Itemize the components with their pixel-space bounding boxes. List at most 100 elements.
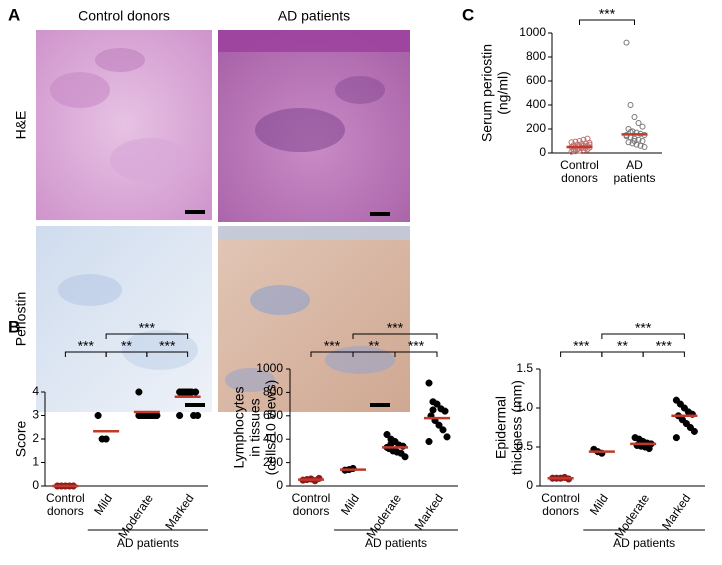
y-axis-label: (cells/10 views) bbox=[263, 380, 279, 476]
significance-bracket bbox=[394, 351, 438, 357]
data-point bbox=[572, 138, 579, 145]
row-title: H&E bbox=[13, 111, 29, 140]
panel-label: A bbox=[8, 5, 20, 24]
data-point bbox=[639, 123, 646, 130]
y-tick-label: 0 bbox=[32, 478, 39, 492]
data-point bbox=[433, 400, 441, 408]
data-point bbox=[631, 114, 638, 120]
y-tick-label: 200 bbox=[526, 121, 546, 135]
y-tick-label: 800 bbox=[263, 385, 283, 399]
data-point bbox=[94, 411, 102, 420]
significance-bracket bbox=[579, 19, 635, 25]
data-point bbox=[672, 434, 680, 442]
data-point bbox=[425, 437, 433, 446]
data-point bbox=[135, 388, 143, 396]
data-point bbox=[425, 379, 433, 387]
data-point bbox=[439, 426, 447, 434]
data-point bbox=[576, 138, 583, 144]
x-tick-label: donors bbox=[561, 171, 598, 185]
x-tick-label: Control bbox=[560, 158, 599, 172]
column-title: Control donors bbox=[78, 8, 170, 24]
data-point bbox=[580, 136, 587, 143]
y-tick-label: 1000 bbox=[256, 361, 283, 375]
histology-images bbox=[36, 30, 410, 412]
x-tick-label: donors bbox=[542, 504, 579, 518]
significance-label: ** bbox=[617, 338, 628, 354]
y-tick-label: 3 bbox=[32, 408, 39, 422]
significance-bracket bbox=[352, 333, 438, 339]
x-tick-label: donors bbox=[47, 504, 84, 518]
x-tick-label: Moderate bbox=[364, 491, 405, 541]
group-label: AD patients bbox=[117, 536, 179, 550]
y-axis-label: Score bbox=[13, 421, 29, 458]
data-point bbox=[176, 411, 184, 420]
data-point bbox=[194, 411, 202, 420]
y-tick-label: 1 bbox=[32, 455, 39, 469]
data-point bbox=[435, 421, 443, 429]
y-axis-label: thickness (mm) bbox=[509, 380, 525, 475]
y-axis-label: Serum periostin bbox=[479, 44, 495, 142]
significance-label: *** bbox=[635, 320, 652, 336]
y-tick-label: 0 bbox=[526, 478, 533, 492]
significance-label: *** bbox=[78, 338, 95, 354]
significance-bracket bbox=[601, 333, 685, 339]
significance-bracket bbox=[642, 351, 685, 357]
y-tick-label: 0 bbox=[539, 145, 546, 159]
data-point bbox=[102, 435, 110, 443]
significance-label: *** bbox=[139, 320, 156, 336]
data-point bbox=[623, 39, 630, 46]
x-tick-label: Marked bbox=[412, 492, 446, 533]
data-point bbox=[631, 135, 638, 142]
data-point bbox=[637, 142, 644, 149]
data-point bbox=[186, 388, 194, 396]
significance-bracket bbox=[146, 351, 189, 357]
data-point bbox=[627, 102, 634, 108]
y-axis-label: in tissues bbox=[247, 398, 263, 456]
significance-label: *** bbox=[599, 6, 616, 22]
panel-label: B bbox=[8, 317, 20, 336]
y-tick-label: 600 bbox=[526, 73, 546, 87]
y-tick-label: 200 bbox=[263, 455, 283, 469]
x-tick-label: Marked bbox=[659, 492, 693, 533]
y-axis-label: Lymphocytes bbox=[231, 387, 247, 469]
y-tick-label: 1.5 bbox=[516, 361, 533, 375]
x-tick-label: Mild bbox=[338, 492, 362, 518]
data-point bbox=[568, 139, 575, 146]
x-tick-label: Control bbox=[541, 491, 580, 505]
data-point bbox=[584, 135, 591, 142]
y-tick-label: 400 bbox=[263, 431, 283, 445]
group-label: AD patients bbox=[365, 536, 427, 550]
data-point bbox=[639, 138, 646, 144]
data-point bbox=[641, 144, 648, 150]
y-tick-label: 1000 bbox=[519, 25, 546, 39]
significance-label: *** bbox=[324, 338, 341, 354]
y-tick-label: 600 bbox=[263, 408, 283, 422]
panel-label: C bbox=[462, 5, 474, 24]
data-point bbox=[635, 136, 642, 143]
significance-label: ** bbox=[369, 338, 380, 354]
y-tick-label: 800 bbox=[526, 49, 546, 63]
group-label: AD patients bbox=[613, 536, 675, 550]
x-tick-label: AD bbox=[626, 158, 643, 172]
x-tick-label: Mild bbox=[91, 492, 115, 518]
x-tick-label: Moderate bbox=[612, 491, 653, 541]
data-point bbox=[441, 407, 449, 415]
y-tick-label: 2 bbox=[32, 431, 39, 445]
x-tick-label: Mild bbox=[587, 492, 611, 518]
data-point bbox=[631, 138, 638, 144]
y-axis-label: Epidermal bbox=[493, 396, 509, 459]
data-point bbox=[625, 139, 632, 146]
significance-label: *** bbox=[159, 338, 176, 354]
significance-label: *** bbox=[573, 338, 590, 354]
data-point bbox=[645, 445, 653, 453]
significance-label: *** bbox=[387, 320, 404, 336]
y-tick-label: 1.0 bbox=[516, 400, 533, 414]
data-point bbox=[429, 406, 437, 414]
x-tick-label: donors bbox=[293, 504, 330, 518]
y-tick-label: 4 bbox=[32, 384, 39, 398]
y-tick-label: 400 bbox=[526, 97, 546, 111]
y-tick-label: 0.5 bbox=[516, 439, 533, 453]
x-tick-label: patients bbox=[613, 171, 655, 185]
significance-bracket bbox=[105, 333, 189, 339]
